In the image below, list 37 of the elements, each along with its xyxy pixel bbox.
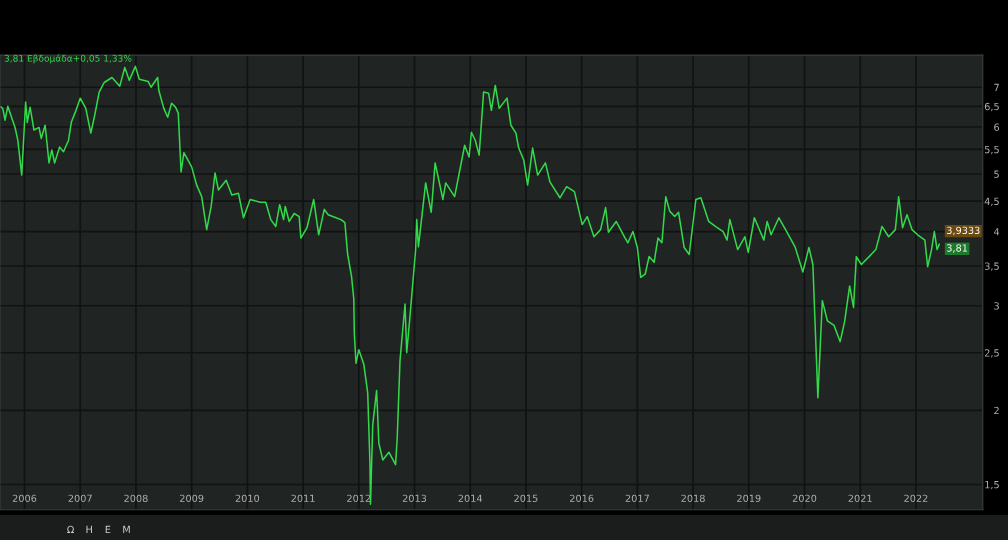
line-series <box>0 65 941 505</box>
x-tick-label: 2015 <box>514 494 538 503</box>
y-tick-label: 5 <box>994 170 999 178</box>
x-tick-label: 2022 <box>904 494 928 503</box>
y-tick-label: 2,5 <box>984 349 999 358</box>
y-tick-label: 4,5 <box>984 197 999 207</box>
x-tick-label: 2018 <box>681 494 705 503</box>
x-tick-label: 2010 <box>235 494 260 503</box>
y-tick-label: 3 <box>994 302 999 310</box>
y-tick-label: 4 <box>993 228 1000 236</box>
text: Ε <box>105 525 111 533</box>
y-tick-label: 6,5 <box>984 102 999 112</box>
x-tick-label: 2007 <box>68 494 92 503</box>
x-tick-label: 2020 <box>792 494 817 503</box>
x-tick-label: 2013 <box>402 494 427 503</box>
y-tick-label: 1,5 <box>985 481 999 490</box>
x-tick-label: 2009 <box>180 494 204 503</box>
chart-title: 3,81 Εβδομάδα+0,05 1,33% <box>4 54 132 64</box>
x-tick-label: 2008 <box>124 494 148 503</box>
annotation: 3,9333 <box>947 226 980 235</box>
y-tick-label: 2 <box>994 406 999 414</box>
y-tick-label: 5,5 <box>984 146 999 155</box>
x-tick-label: 2019 <box>737 494 761 503</box>
text: Η <box>86 525 92 533</box>
x-tick-label: 2011 <box>291 494 315 503</box>
x-tick-label: 2016 <box>570 494 594 503</box>
y-tick-label: 7 <box>994 83 999 91</box>
x-tick-label: 2006 <box>12 494 37 503</box>
x-tick-label: 2012 <box>347 494 371 503</box>
text: Ω <box>67 525 74 533</box>
x-tick-label: 2014 <box>458 494 483 503</box>
y-tick-label: 6 <box>994 123 1000 131</box>
y-tick-label: 3,5 <box>984 262 999 271</box>
x-tick-label: 2021 <box>848 494 872 503</box>
text: Μ <box>123 525 130 533</box>
x-tick-label: 2017 <box>625 494 649 503</box>
annotation: 3,81 <box>947 244 968 253</box>
